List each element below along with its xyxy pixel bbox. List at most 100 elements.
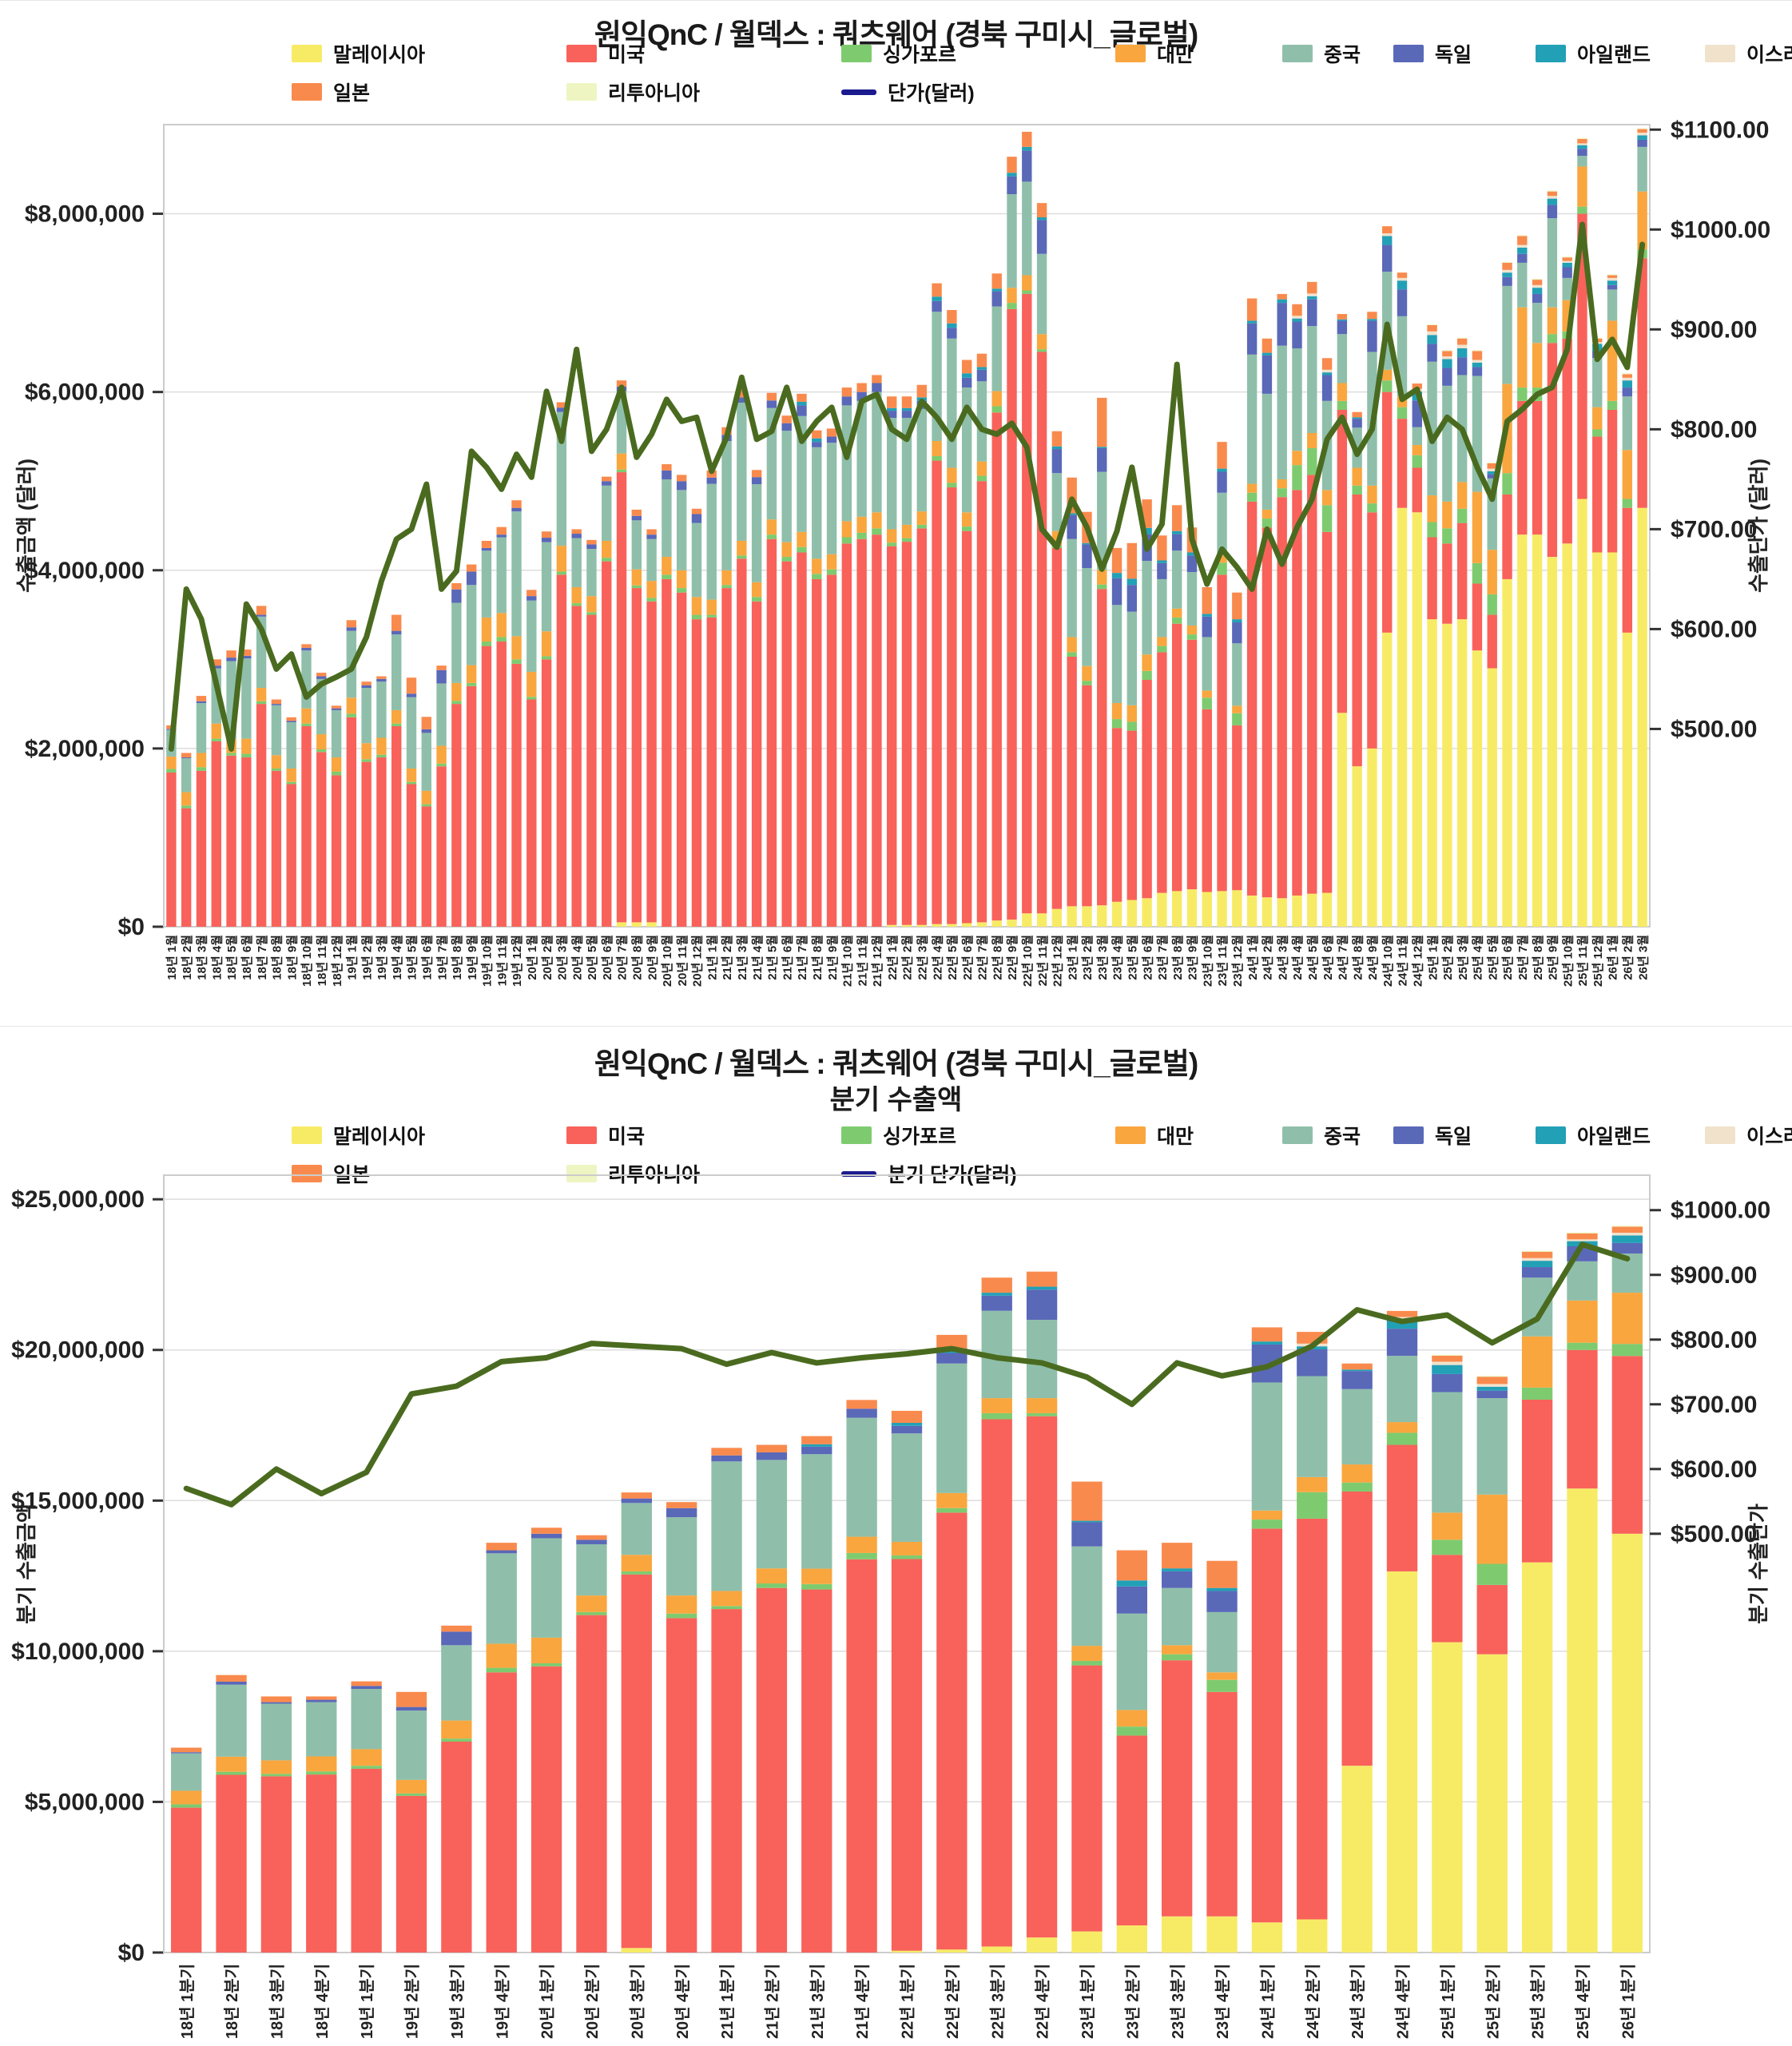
bar-segment <box>1472 350 1483 352</box>
bar-segment <box>1502 276 1512 286</box>
x-axis-label: 25년 2분기 <box>1484 1964 1502 2039</box>
x-axis-label: 21년 3월 <box>736 935 749 980</box>
bar-segment <box>1277 345 1287 479</box>
bar-segment <box>530 1666 562 1953</box>
bar-segment <box>1547 218 1558 308</box>
x-axis-label: 22년 9월 <box>1006 935 1019 980</box>
bar-segment <box>441 1720 472 1739</box>
bar-segment <box>826 554 837 570</box>
bar-segment <box>496 526 507 535</box>
bar-segment <box>1051 547 1063 909</box>
bar-segment <box>1637 128 1647 129</box>
bar-segment <box>621 1574 652 1949</box>
bar-segment <box>961 923 972 927</box>
right-axis-tick-label: $800.00 <box>1671 1327 1757 1353</box>
bar-segment <box>1292 318 1302 322</box>
bar-segment <box>1367 319 1377 321</box>
bar-segment <box>1562 256 1572 258</box>
bar-segment <box>1637 507 1647 927</box>
bar-segment <box>196 770 207 927</box>
bar-segment <box>1202 709 1212 892</box>
bar-segment <box>436 665 447 670</box>
bar-segment <box>1476 1494 1508 1564</box>
bar-segment <box>1502 261 1512 263</box>
bar-segment <box>586 596 597 613</box>
bar-segment <box>346 627 357 631</box>
legend-item: 중국 <box>1282 39 1393 68</box>
bar-segment <box>961 526 972 531</box>
bar-segment <box>976 922 987 927</box>
bar-segment <box>691 508 702 514</box>
bar-segment <box>1217 492 1227 555</box>
bar-segment <box>391 709 402 724</box>
bar-segment <box>872 528 882 535</box>
legend-color-swatch <box>292 45 322 62</box>
bar-segment <box>171 1747 202 1753</box>
bar-segment <box>331 708 342 710</box>
bar-segment <box>891 1541 923 1555</box>
bar-segment <box>1111 573 1122 578</box>
bar-segment <box>1547 334 1558 344</box>
bar-segment <box>991 920 1002 927</box>
bar-segment <box>1026 1271 1058 1287</box>
bar-segment <box>756 1583 788 1588</box>
bar-segment <box>1577 145 1587 149</box>
bar-segment <box>1532 280 1543 285</box>
left-axis-tick-label: $20,000,000 <box>11 1337 145 1364</box>
bar-segment <box>1532 303 1543 344</box>
bar-segment <box>1097 447 1107 472</box>
bar-segment <box>1622 380 1633 388</box>
legend-color-swatch <box>1705 45 1735 62</box>
legend-label: 단가(달러) <box>888 82 975 105</box>
bar-segment <box>916 511 927 525</box>
bar-segment <box>526 596 537 601</box>
bar-segment <box>1246 323 1258 355</box>
bar-segment <box>616 453 627 470</box>
bar-segment <box>1071 1665 1103 1932</box>
bar-segment <box>1251 1520 1283 1529</box>
bar-segment <box>1232 643 1242 706</box>
x-axis-label: 20년 6월 <box>601 935 614 980</box>
bar-segment <box>1067 652 1077 657</box>
bar-segment <box>586 539 597 545</box>
x-axis-label: 18년 4월 <box>210 935 224 980</box>
bar-segment <box>181 792 192 806</box>
bar-segment <box>1246 492 1258 502</box>
legend-label: 아일랜드 <box>1577 1126 1651 1148</box>
bar-segment <box>1622 507 1633 633</box>
bar-segment <box>541 538 552 542</box>
bar-segment <box>662 574 672 579</box>
bar-segment <box>1071 1546 1103 1647</box>
bar-segment <box>1162 1587 1193 1646</box>
bar-segment <box>1206 1591 1238 1612</box>
bar-segment <box>1432 1642 1463 1953</box>
bar-segment <box>391 634 402 710</box>
legend-label: 미국 <box>608 44 646 66</box>
bar-segment <box>1386 1329 1418 1357</box>
bar-segment <box>486 1543 517 1551</box>
bar-segment <box>511 636 522 660</box>
bar-segment <box>1126 900 1138 927</box>
bar-segment <box>1116 1613 1147 1710</box>
x-axis-label: 21년 4월 <box>751 935 765 980</box>
right-axis-tick-label: $1100.00 <box>1671 117 1769 143</box>
bar-segment <box>1337 400 1348 410</box>
bar-segment <box>496 637 507 642</box>
bar-segment <box>1567 1233 1598 1240</box>
x-axis-label: 23년 3월 <box>1096 935 1110 980</box>
bar-segment <box>856 400 867 517</box>
right-axis-tick-label: $600.00 <box>1671 616 1757 642</box>
x-axis-label: 25년 8월 <box>1532 935 1545 980</box>
bar-segment <box>1071 1646 1103 1661</box>
bar-segment <box>406 693 417 697</box>
bar-segment <box>1517 307 1528 388</box>
bar-segment <box>872 383 882 392</box>
left-axis-tick-label: $5,000,000 <box>25 1789 145 1815</box>
bar-segment <box>571 603 582 606</box>
bar-segment <box>1082 685 1092 907</box>
bar-segment <box>286 768 296 782</box>
bar-segment <box>1367 320 1377 352</box>
bar-segment <box>391 726 402 927</box>
bar-segment <box>1521 1399 1553 1563</box>
bar-segment <box>1277 488 1287 498</box>
